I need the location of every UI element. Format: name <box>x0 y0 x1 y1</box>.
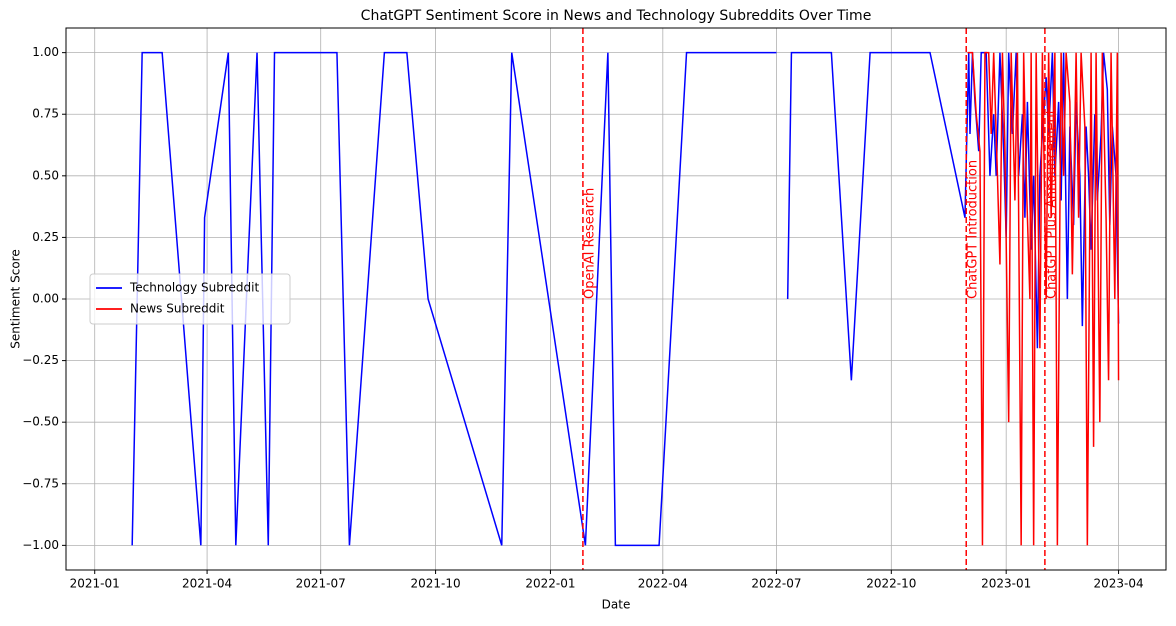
x-tick-label: 2022-04 <box>638 577 688 591</box>
x-tick-label: 2023-01 <box>981 577 1031 591</box>
x-tick-label: 2021-04 <box>182 577 232 591</box>
y-tick-label: 0.00 <box>32 292 59 306</box>
y-tick-label: −1.00 <box>22 538 59 552</box>
legend-box <box>89 273 291 325</box>
y-tick-label: −0.50 <box>22 415 59 429</box>
y-tick-label: −0.25 <box>22 353 59 367</box>
y-tick-label: 0.25 <box>32 230 59 244</box>
legend-label: News Subreddit <box>130 302 225 316</box>
y-tick-label: −0.75 <box>22 476 59 490</box>
x-tick-label: 2022-01 <box>525 577 575 591</box>
annotation-label: ChatGPT Introduction <box>966 160 981 299</box>
x-tick-label: 2022-10 <box>866 577 916 591</box>
x-tick-label: 2023-04 <box>1093 577 1143 591</box>
annotation-label: OpenAI Research <box>582 188 597 299</box>
y-axis-label: Sentiment Score <box>9 249 23 348</box>
legend-label: Technology Subreddit <box>129 281 259 295</box>
annotation-label: ChatGPT Plus Announcement <box>1044 109 1059 299</box>
data-line <box>967 51 1120 546</box>
y-tick-label: 1.00 <box>32 45 59 59</box>
chart-title: ChatGPT Sentiment Score in News and Tech… <box>361 8 872 24</box>
plot-frame <box>65 27 1167 571</box>
x-tick-label: 2021-01 <box>70 577 120 591</box>
x-tick-label: 2022-07 <box>751 577 801 591</box>
x-tick-label: 2021-07 <box>296 577 346 591</box>
y-tick-label: 0.50 <box>32 168 59 182</box>
y-tick-label: 0.75 <box>32 107 59 121</box>
x-axis-label: Date <box>602 598 631 612</box>
x-tick-label: 2021-10 <box>411 577 461 591</box>
